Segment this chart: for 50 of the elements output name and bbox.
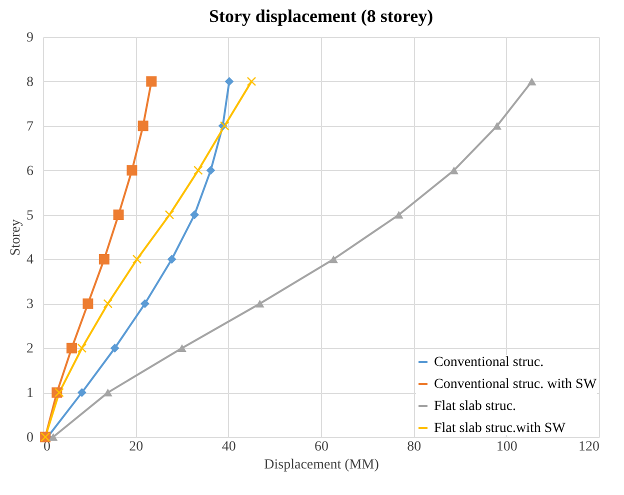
y-tick-label: 7 bbox=[26, 119, 34, 134]
x-tick-label: 100 bbox=[496, 440, 518, 454]
point bbox=[138, 120, 148, 132]
point bbox=[132, 254, 142, 264]
y-tick-label: 2 bbox=[26, 342, 34, 357]
legend-label: Flat slab struc. bbox=[434, 399, 516, 414]
point bbox=[224, 76, 234, 86]
legend-label: Flat slab struc.with SW bbox=[434, 421, 566, 436]
point bbox=[54, 388, 64, 398]
x-tick-label: 120 bbox=[578, 440, 600, 454]
legend-label: Conventional struc. with SW bbox=[434, 377, 598, 392]
y-tick-label: 1 bbox=[26, 386, 34, 402]
y-axis-title: Storey bbox=[8, 219, 24, 256]
point bbox=[140, 299, 150, 308]
chart-title: Story displacement (8 storey) bbox=[208, 6, 434, 26]
point bbox=[527, 78, 536, 86]
point bbox=[394, 210, 404, 219]
point bbox=[190, 210, 199, 220]
y-tick-label: 9 bbox=[26, 30, 34, 46]
point bbox=[165, 210, 174, 220]
point bbox=[66, 342, 77, 354]
point bbox=[82, 298, 94, 309]
point bbox=[167, 254, 176, 264]
point bbox=[450, 166, 458, 174]
point bbox=[77, 388, 86, 398]
point bbox=[194, 166, 203, 175]
point bbox=[178, 344, 186, 352]
x-tick-label: 40 bbox=[222, 440, 236, 454]
point bbox=[492, 122, 502, 130]
legend-label: Conventional struc. bbox=[434, 355, 544, 370]
point bbox=[110, 344, 120, 353]
y-tick-label: 6 bbox=[26, 164, 34, 179]
point bbox=[77, 344, 86, 353]
x-tick-label: 60 bbox=[314, 440, 328, 454]
point bbox=[146, 76, 157, 87]
point bbox=[126, 165, 138, 176]
point bbox=[48, 433, 58, 441]
point bbox=[255, 300, 264, 308]
point bbox=[329, 255, 338, 264]
y-tick-label: 5 bbox=[26, 208, 34, 224]
y-tick-label: 8 bbox=[26, 74, 34, 90]
y-tick-label: 4 bbox=[26, 252, 34, 268]
point bbox=[103, 299, 112, 308]
point bbox=[113, 210, 124, 220]
point bbox=[206, 166, 216, 175]
x-tick-label: 80 bbox=[407, 440, 422, 454]
x-tick-label: 20 bbox=[129, 440, 144, 454]
x-axis-title: Displacement (MM) bbox=[264, 458, 380, 472]
y-tick-label: 3 bbox=[26, 297, 34, 312]
point bbox=[98, 254, 110, 264]
